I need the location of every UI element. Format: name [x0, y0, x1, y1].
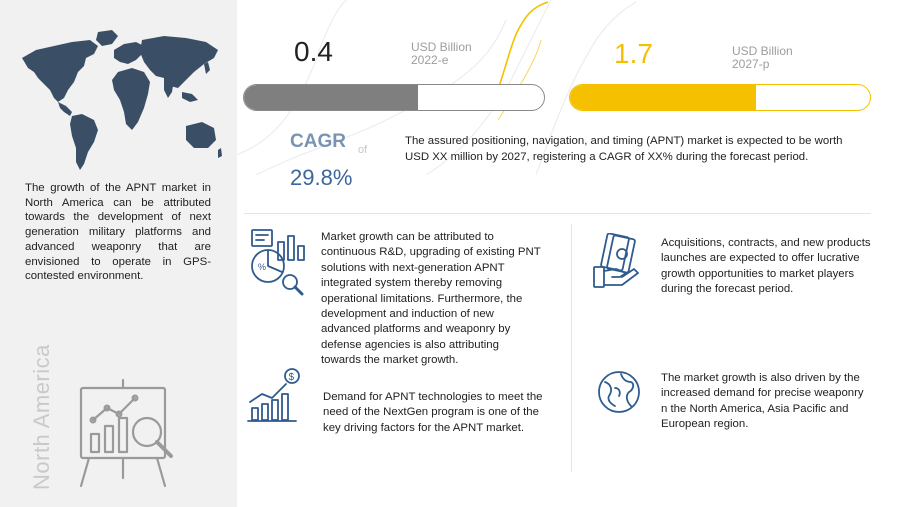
market-value-2022: 0.4	[294, 36, 333, 67]
money-hand-icon	[593, 233, 639, 288]
driver-text-nextgen: Demand for APNT technologies to meet the…	[323, 391, 543, 434]
research-analysis-icon: %	[251, 229, 305, 296]
presentation-board-icon	[79, 378, 173, 488]
market-value-2027: 1.7	[614, 38, 653, 69]
region-panel: The growth of the APNT market in North A…	[0, 0, 237, 507]
unit-year-2022: USD Billion 2022-e	[411, 41, 472, 66]
year-label: 2027-p	[732, 56, 770, 71]
driver-text-acquisitions: Acquisitions, contracts, and new product…	[661, 237, 871, 296]
unit-label: USD Billion	[411, 40, 472, 54]
horizontal-divider	[244, 213, 871, 214]
globe-icon	[598, 371, 640, 413]
cagr-label: CAGR	[290, 131, 346, 152]
cagr-value: 29.8%	[290, 165, 353, 190]
progress-bar-2027	[569, 84, 871, 111]
unit-label: USD Billion	[732, 44, 793, 58]
progress-bar-2022	[243, 84, 545, 111]
region-label: North America	[29, 344, 54, 490]
region-description: The growth of the APNT market in North A…	[25, 182, 211, 283]
vertical-divider	[571, 224, 572, 472]
unit-year-2027: USD Billion 2027-p	[732, 45, 793, 70]
progress-fill-2022	[244, 85, 418, 110]
growth-chart-icon: $	[247, 368, 300, 422]
svg-text:$: $	[289, 372, 295, 383]
driver-text-region-demand: The market growth is also driven by the …	[661, 372, 864, 431]
cagr-of-label: of	[358, 144, 368, 156]
year-label: 2022-e	[411, 52, 449, 67]
svg-text:%: %	[258, 262, 266, 272]
world-map-icon	[22, 30, 222, 170]
market-summary: The assured positioning, navigation, and…	[405, 135, 843, 163]
progress-fill-2027	[570, 85, 756, 110]
driver-text-rnd: Market growth can be attributed to conti…	[321, 231, 541, 367]
